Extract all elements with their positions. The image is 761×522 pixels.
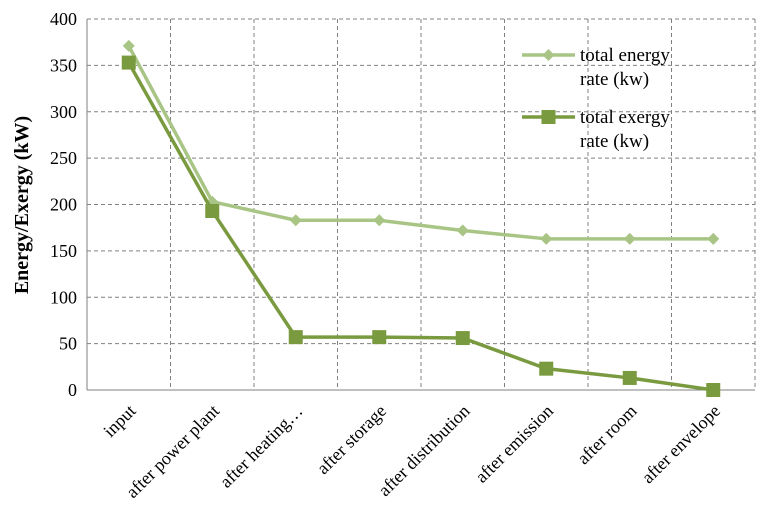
y-tick-label: 100 xyxy=(50,287,77,307)
legend-label-line: total energy xyxy=(580,45,670,66)
x-tick-label: after storage xyxy=(313,401,390,478)
data-point xyxy=(456,224,469,237)
data-point xyxy=(455,331,470,346)
x-tick-label: after heating… xyxy=(216,401,307,492)
data-point xyxy=(372,330,387,345)
data-point xyxy=(373,214,386,227)
legend-label: total energy rate (kw) xyxy=(580,45,670,90)
x-tick-label: after envelope xyxy=(638,401,725,488)
series-line xyxy=(127,61,714,392)
series-line xyxy=(127,45,714,241)
legend: total energy rate (kw) total exergy rate (k… xyxy=(522,45,670,152)
y-tick-label: 150 xyxy=(50,241,77,261)
data-point xyxy=(205,203,220,218)
legend-item: total exergy rate (kw) xyxy=(522,107,670,152)
series-2 xyxy=(121,55,721,397)
data-point xyxy=(623,232,636,245)
legend-item: total energy rate (kw) xyxy=(522,45,670,90)
y-axis-title: Energy/Exergy (kW) xyxy=(11,116,33,294)
y-tick-label: 0 xyxy=(68,380,77,400)
legend-label: total exergy rate (kw) xyxy=(580,107,670,152)
data-point xyxy=(542,49,555,61)
data-point xyxy=(539,361,554,376)
legend-label-line: rate (kw) xyxy=(580,131,649,152)
series xyxy=(121,39,721,397)
y-tick-label: 300 xyxy=(50,102,77,122)
data-point xyxy=(288,330,303,345)
y-tick-label: 400 xyxy=(50,9,77,29)
data-point xyxy=(289,214,302,227)
data-point xyxy=(121,55,136,70)
data-point xyxy=(706,383,721,397)
data-point xyxy=(622,370,637,385)
grid xyxy=(87,18,756,390)
data-point xyxy=(540,232,553,245)
y-tick-label: 200 xyxy=(50,195,77,215)
x-tick-label: after emission xyxy=(471,401,557,487)
series-1 xyxy=(122,39,720,245)
data-point xyxy=(541,110,556,124)
data-point xyxy=(122,39,135,52)
legend-label-line: total exergy xyxy=(580,107,670,128)
legend-label-line: rate (kw) xyxy=(580,69,649,90)
y-tick-label: 50 xyxy=(59,334,77,354)
x-tick-label: input xyxy=(99,401,139,441)
y-tick-label: 250 xyxy=(50,148,77,168)
data-point xyxy=(707,232,720,245)
y-tick-label: 350 xyxy=(50,55,77,75)
x-tick-label: after room xyxy=(573,401,641,469)
